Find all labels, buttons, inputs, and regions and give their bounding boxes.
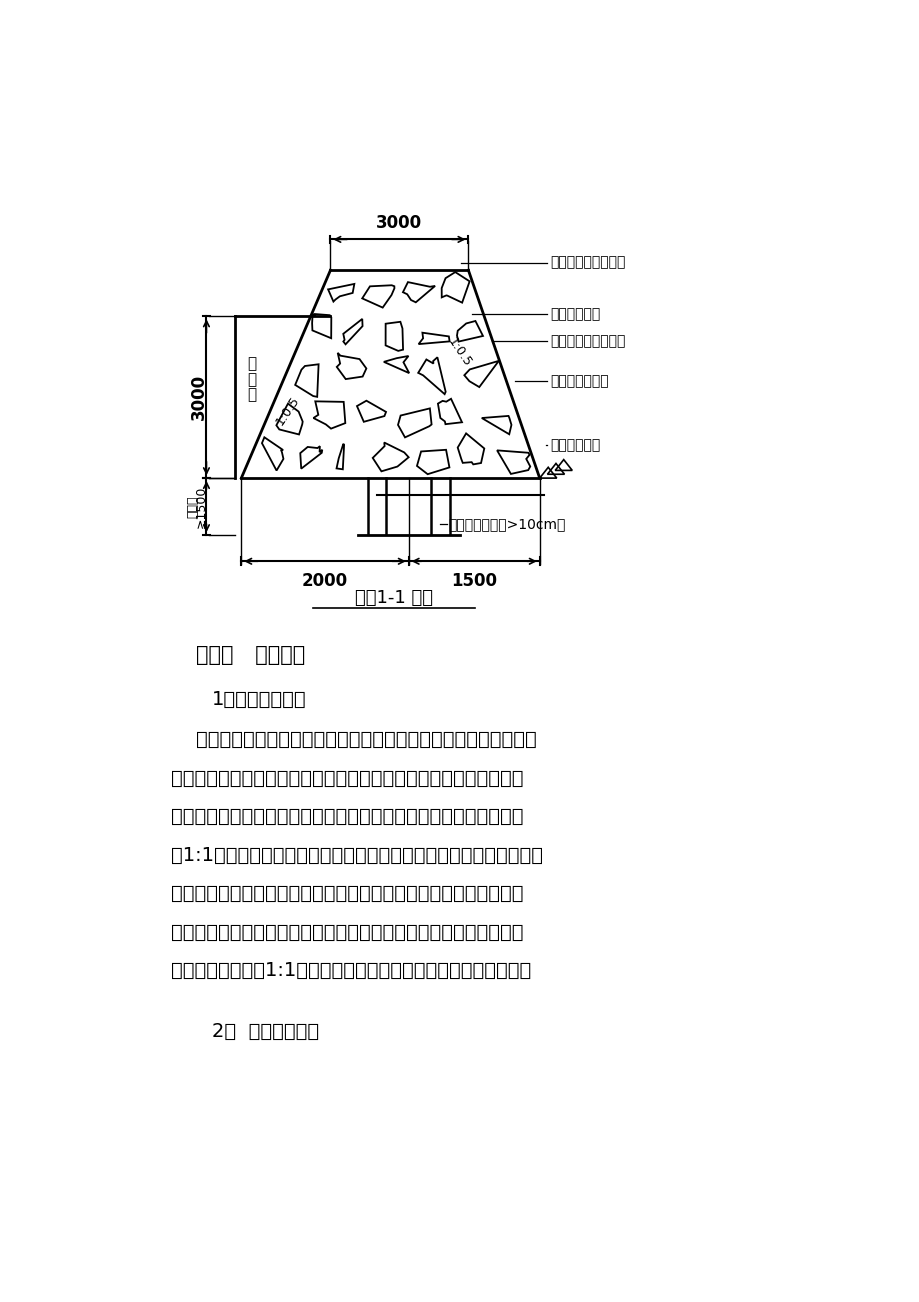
Text: 面: 面 <box>246 388 255 402</box>
Text: 外堆土袋包一道: 外堆土袋包一道 <box>550 374 608 388</box>
Text: 由于工期紧，堰塘淤泥呈流塑状，稳定性极差，难以按正常施工。: 由于工期紧，堰塘淤泥呈流塑状，稳定性极差，难以按正常施工。 <box>171 730 536 750</box>
Text: 针对此难点，经我部相关人员研究讨论，决定采取拌干土法清淤方案: 针对此难点，经我部相关人员研究讨论，决定采取拌干土法清淤方案 <box>171 769 523 788</box>
Text: 堰塘水面标高: 堰塘水面标高 <box>550 307 600 322</box>
Text: 1:0.5: 1:0.5 <box>445 336 473 370</box>
Text: 1:0.5: 1:0.5 <box>273 393 301 427</box>
Text: 土袋包（编织袋灌土: 土袋包（编织袋灌土 <box>550 255 625 270</box>
Text: （三）   堰塘清淤: （三） 堰塘清淤 <box>196 646 305 665</box>
Text: 为塑状，因此若按1:1比例未能达到要求时，需适当增大干土比例。: 为塑状，因此若按1:1比例未能达到要求时，需适当增大干土比例。 <box>171 961 530 980</box>
Text: 3000: 3000 <box>189 374 208 421</box>
Text: 1500: 1500 <box>450 572 496 590</box>
Text: 入土深: 入土深 <box>186 495 199 518</box>
Text: 先进行排水；待水充分排干后，从一侧倒干土与淤泥进行拌合（比例: 先进行排水；待水充分排干后，从一侧倒干土与淤泥进行拌合（比例 <box>171 807 523 827</box>
Text: 为1:1），使流塑状淤泥变为塑状，便于机械施工；清完一段淤泥后，: 为1:1），使流塑状淤泥变为塑状，便于机械施工；清完一段淤泥后， <box>171 846 542 865</box>
Text: 及时回填山皮土，压实，形成一条临时便道，以利于后续施工；逐段: 及时回填山皮土，压实，形成一条临时便道，以利于后续施工；逐段 <box>171 884 523 904</box>
Text: 3000: 3000 <box>376 214 422 232</box>
Text: 双排木桩（桩径>10cm）: 双排木桩（桩径>10cm） <box>448 517 565 531</box>
Text: 2000: 2000 <box>301 572 347 590</box>
Text: ≥1500: ≥1500 <box>194 486 208 527</box>
Text: 1、清淤施工方案: 1、清淤施工方案 <box>211 690 306 708</box>
Text: 碎石封防水布: 碎石封防水布 <box>550 437 600 452</box>
Text: 围堰1-1 剖面: 围堰1-1 剖面 <box>355 590 433 607</box>
Text: 水: 水 <box>246 372 255 387</box>
Text: 向前推进，完成清淤；回填山皮土。此方案关键在于把流塑状淤泥变: 向前推进，完成清淤；回填山皮土。此方案关键在于把流塑状淤泥变 <box>171 923 523 941</box>
Text: 2、  清淤施工工艺: 2、 清淤施工工艺 <box>211 1022 319 1040</box>
Text: 背: 背 <box>246 357 255 371</box>
Text: 外铺太阳布一道防水: 外铺太阳布一道防水 <box>550 335 625 348</box>
